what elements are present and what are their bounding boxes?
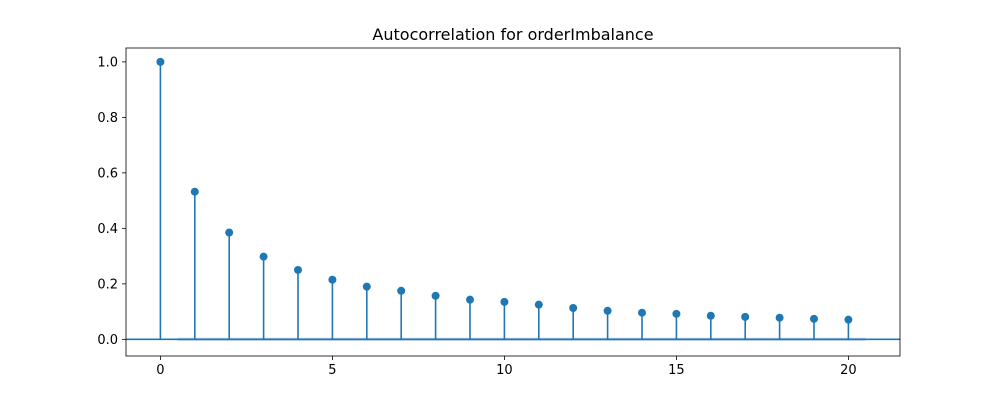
y-tick-label: 0.4 <box>97 222 118 237</box>
stem-marker <box>775 313 784 322</box>
stem-marker <box>500 297 509 306</box>
x-tick-label: 20 <box>840 363 857 378</box>
stem-marker <box>362 282 371 291</box>
x-tick-label: 5 <box>328 363 336 378</box>
stem-marker <box>741 312 750 321</box>
stem-marker <box>638 308 646 317</box>
y-tick-label: 0.6 <box>97 166 118 181</box>
stem-marker <box>190 187 199 196</box>
stem-marker <box>431 291 440 300</box>
stem-marker <box>156 57 165 66</box>
x-tick-label: 15 <box>668 363 685 378</box>
stem-marker <box>706 311 715 320</box>
y-tick-label: 1.0 <box>97 55 118 70</box>
stem-marker <box>225 228 234 237</box>
axes-frame <box>125 47 901 357</box>
stem-marker <box>259 252 268 261</box>
stem-marker <box>569 303 578 312</box>
stem-layer <box>156 57 853 340</box>
stem-marker <box>534 300 543 309</box>
stem-marker <box>603 306 612 315</box>
x-tick-label: 0 <box>156 363 164 378</box>
axis-layer: 0 5 10 15 20 0.0 0.2 0.4 0.6 0.8 1.0 <box>97 47 901 378</box>
stem-marker <box>328 275 337 284</box>
stem-marker <box>810 314 818 323</box>
x-tick-label: 10 <box>496 363 513 378</box>
stem-marker <box>397 286 406 295</box>
stem-marker <box>294 265 302 274</box>
y-tick-label: 0.0 <box>97 333 118 348</box>
y-tick-label: 0.2 <box>97 277 118 292</box>
y-tick-label: 0.8 <box>97 111 118 126</box>
stem-marker <box>844 315 853 324</box>
chart-title: Autocorrelation for orderImbalance <box>372 25 653 44</box>
stem-marker <box>466 295 474 304</box>
stem-marker <box>672 309 681 318</box>
